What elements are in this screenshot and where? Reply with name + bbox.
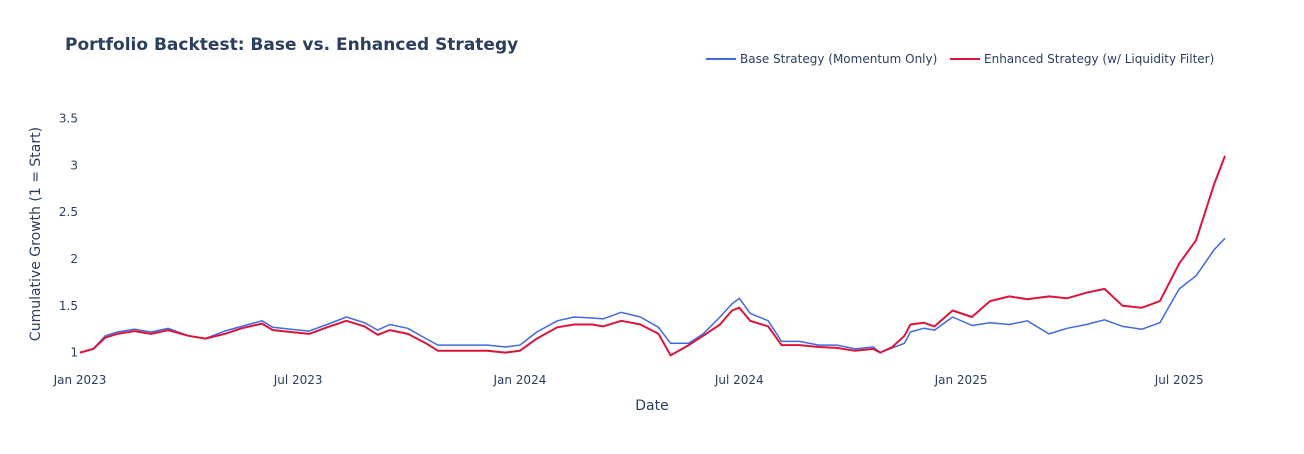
x-tick-label: Jan 2025 (934, 373, 988, 387)
x-tick-label: Jan 2024 (492, 373, 546, 387)
y-tick-label: 1 (70, 346, 78, 360)
series-line-1[interactable] (79, 237, 1226, 354)
legend[interactable]: Base Strategy (Momentum Only) Enhanced St… (706, 52, 1214, 66)
y-axis-title: Cumulative Growth (1 = Start) (28, 127, 44, 341)
x-axis-ticks: Jan 2023 Jul 2023 Jan 2024 Jul 2024 Jan 2025… (53, 373, 1204, 387)
y-tick-label: 2 (70, 252, 78, 266)
plot-area[interactable] (79, 155, 1226, 357)
legend-label: Enhanced Strategy (w/ Liquidity Filter) (984, 52, 1214, 66)
x-tick-label: Jul 2024 (714, 373, 764, 387)
legend-item-2[interactable]: Enhanced Strategy (w/ Liquidity Filter) (950, 52, 1214, 66)
chart-title: Portfolio Backtest: Base vs. Enhanced St… (65, 35, 518, 55)
x-tick-label: Jul 2023 (273, 373, 323, 387)
legend-item-1[interactable]: Base Strategy (Momentum Only) (706, 52, 937, 66)
y-tick-label: 2.5 (59, 205, 78, 219)
legend-label: Base Strategy (Momentum Only) (740, 52, 937, 66)
y-tick-label: 1.5 (59, 299, 78, 313)
series-line-2[interactable] (79, 155, 1226, 357)
x-tick-label: Jan 2023 (53, 373, 107, 387)
x-axis-title: Date (635, 398, 668, 414)
y-tick-label: 3 (70, 158, 78, 172)
y-tick-label: 3.5 (59, 111, 78, 125)
x-tick-label: Jul 2025 (1154, 373, 1204, 387)
y-axis-ticks: 1 1.5 2 2.5 3 3.5 (59, 111, 78, 359)
